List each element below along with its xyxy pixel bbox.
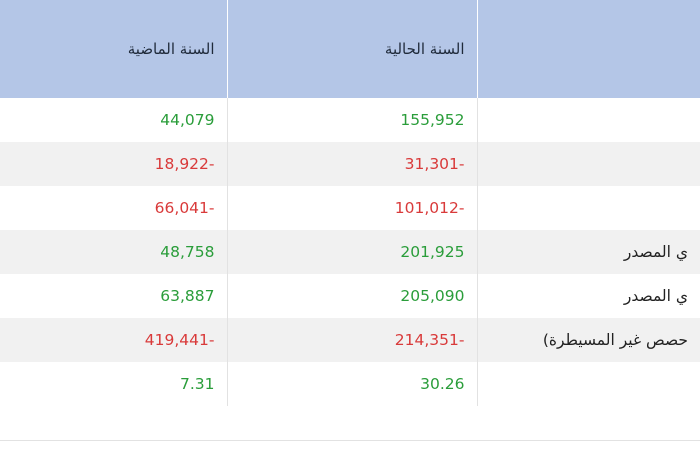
- current-year-value: 101,012-: [226, 186, 477, 230]
- current-year-value: 155,952: [226, 98, 477, 142]
- header-previous-year: السنة الماضية: [0, 0, 227, 98]
- table-row: 30.26 7.31: [0, 362, 700, 406]
- financial-table: السنة الحالية السنة الماضية 155,952 44,0…: [0, 0, 700, 406]
- bottom-divider: [0, 440, 700, 441]
- table-row: حصص غير المسيطرة) 214,351- 419,441-: [0, 318, 700, 362]
- current-year-value: 214,351-: [226, 318, 477, 362]
- previous-year-value: 18,922-: [0, 142, 227, 186]
- row-label: [476, 362, 700, 406]
- current-year-value: 31,301-: [226, 142, 477, 186]
- previous-year-value: 7.31: [179, 375, 215, 393]
- row-label: [476, 98, 700, 142]
- table-body: 155,952 44,079 31,301- 18,922- 101,012- …: [0, 98, 700, 406]
- table-row: ي المصدر 201,925 48,758: [0, 230, 700, 274]
- previous-year-value: 66,041-: [154, 199, 215, 217]
- row-label: حصص غير المسيطرة): [476, 318, 700, 362]
- current-year-value: 201,925: [226, 230, 477, 274]
- row-label: [476, 186, 700, 230]
- previous-year-value: 419,441-: [0, 318, 227, 362]
- row-label: ي المصدر: [476, 230, 700, 274]
- table-header: السنة الحالية السنة الماضية: [0, 0, 700, 98]
- table-row: ي المصدر 205,090 63,887: [0, 274, 700, 318]
- previous-year-value: 63,887: [160, 287, 215, 305]
- previous-year-value: 44,079: [160, 111, 215, 129]
- table-row: 31,301- 18,922-: [0, 142, 700, 186]
- table-row: 155,952 44,079: [0, 98, 700, 142]
- header-current-year: السنة الحالية: [226, 0, 477, 98]
- current-year-value: 30.26: [226, 362, 477, 406]
- table-row: 101,012- 66,041-: [0, 186, 700, 230]
- header-label-column: [476, 0, 700, 98]
- row-label: ي المصدر: [476, 274, 700, 318]
- row-label: [476, 142, 700, 186]
- current-year-value: 205,090: [226, 274, 477, 318]
- previous-year-value: 48,758: [0, 230, 227, 274]
